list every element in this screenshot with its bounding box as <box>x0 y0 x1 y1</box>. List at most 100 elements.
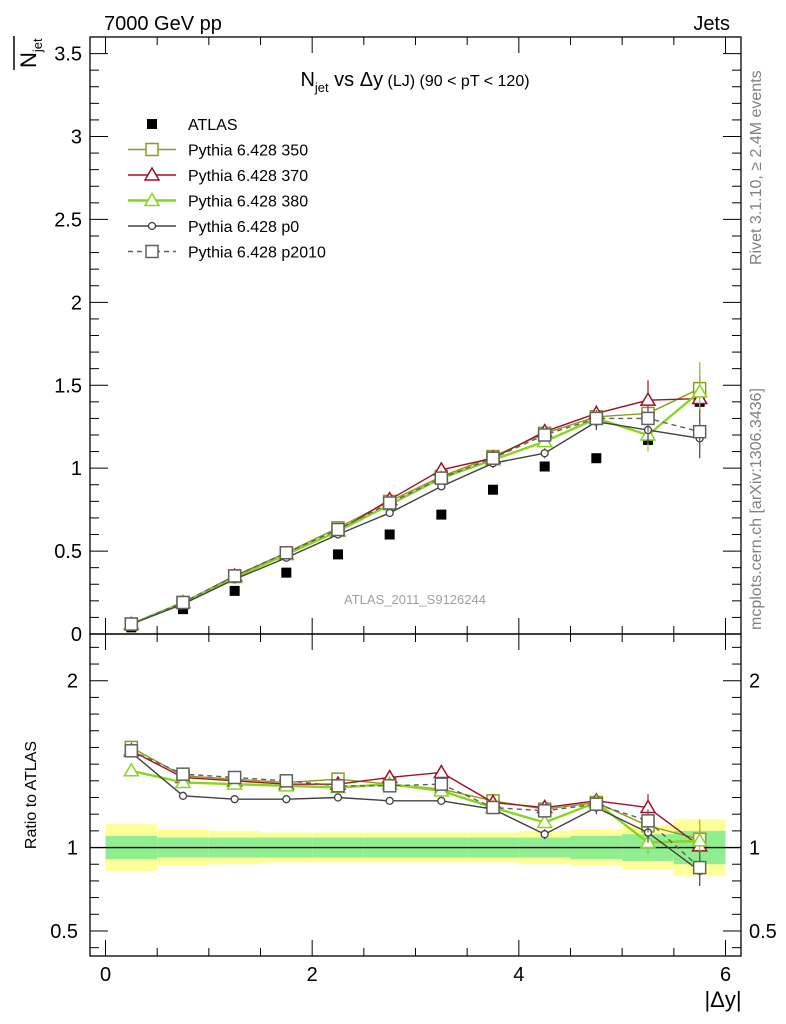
legend-label-p2010: Pythia 6.428 p2010 <box>188 245 326 262</box>
ratio-point-p2010-9 <box>589 797 604 811</box>
main-point-p2010-6 <box>434 471 449 485</box>
legend-entry-p2010: Pythia 6.428 p2010 <box>128 245 326 262</box>
header-left-label: 7000 GeV pp <box>104 13 222 35</box>
ratio-point-p2010-7 <box>486 800 500 815</box>
main-point-p2010-4 <box>331 522 345 537</box>
ratio-frame <box>89 633 742 957</box>
analysis-watermark: ATLAS_2011_S9126244 <box>344 592 486 607</box>
ratio-line-p350 <box>130 746 700 840</box>
main-series-p380 <box>123 362 708 630</box>
ratio-point-p0-4 <box>333 793 343 802</box>
legend-entry-atlas: ATLAS <box>147 117 238 134</box>
ratio-xtick-label: 4 <box>513 964 524 986</box>
ratio-point-p0-2 <box>230 795 239 804</box>
ratio-ylabel: Ratio to ATLAS <box>23 741 40 849</box>
ratio-point-p2010-10 <box>641 814 655 828</box>
main-plot-title: Njet vs Δy (LJ) (90 < pT < 120) <box>300 69 529 95</box>
title-main: N <box>300 69 314 91</box>
main-point-atlas-9 <box>591 453 602 464</box>
main-point-atlas-4 <box>333 549 343 560</box>
main-point-p2010-8 <box>537 428 552 442</box>
ylabel-main-text: N <box>16 52 41 68</box>
ratio-ytick-label-left: 1 <box>67 838 78 860</box>
main-point-p2010-7 <box>486 451 500 465</box>
ylabel-main: Njet <box>16 38 45 68</box>
ratio-point-p380-1 <box>174 773 192 789</box>
main-point-p2010-9 <box>589 411 604 426</box>
ratio-ytick-label-right: 2 <box>749 671 760 693</box>
ratio-ytick-label-right: 0.5 <box>749 921 777 943</box>
title-subscript: jet <box>314 80 329 95</box>
ratio-plot-series <box>90 740 741 886</box>
title-rest: vs Δy <box>329 69 383 91</box>
main-ytick-label: 0.5 <box>54 541 82 563</box>
ratio-point-p0-8 <box>540 830 549 839</box>
main-point-atlas-3 <box>281 567 292 578</box>
ratio-xtick-label: 2 <box>307 964 318 986</box>
ratio-point-p0-1 <box>178 791 188 800</box>
main-ytick-label: 2.5 <box>54 209 82 231</box>
ratio-point-p0-6 <box>437 796 446 805</box>
legend-marker-atlas <box>147 119 157 129</box>
main-ytick-label: 2 <box>71 292 82 314</box>
main-point-p2010-3 <box>279 545 294 560</box>
main-line-p370 <box>131 397 700 625</box>
legend-marker-p350 <box>145 142 159 157</box>
main-point-p370-10 <box>639 391 657 406</box>
ratio-xtick-label: 6 <box>720 964 731 986</box>
ratio-series-p0 <box>127 747 704 886</box>
main-point-atlas-2 <box>229 585 240 596</box>
title-cut: (90 < pT < 120) <box>415 73 529 90</box>
main-point-atlas-7 <box>488 484 498 495</box>
ratio-series-p2010 <box>124 744 707 885</box>
legend-label-p380: Pythia 6.428 380 <box>188 194 308 211</box>
legend-marker-p2010 <box>145 244 159 259</box>
main-line-p0 <box>131 421 700 625</box>
main-point-p2010-0 <box>124 617 139 631</box>
ratio-line-p380 <box>131 769 700 844</box>
legend-entry-p370: Pythia 6.428 370 <box>128 166 308 185</box>
title-small: (LJ) <box>383 73 415 90</box>
ratio-point-p2010-1 <box>176 767 190 781</box>
ratio-point-p2010-6 <box>434 777 449 791</box>
legend-marker-p380 <box>143 192 161 207</box>
main-point-p0-8 <box>540 449 549 458</box>
main-point-p0-5 <box>385 508 394 518</box>
ratio-point-p370-6 <box>433 763 450 779</box>
ratio-point-p2010-11 <box>692 860 707 875</box>
legend-label-p370: Pythia 6.428 370 <box>188 168 308 185</box>
ratio-ytick-label-left: 2 <box>67 671 78 693</box>
main-plot-series <box>123 362 708 633</box>
main-point-atlas-8 <box>539 461 550 472</box>
ratio-point-p2010-3 <box>279 774 294 788</box>
legend-entry-p350: Pythia 6.428 350 <box>128 143 308 160</box>
rivet-version-label: Rivet 3.1.10, ≥ 2.4M events <box>748 70 765 265</box>
mcplots-label: mcplots.cern.ch [arXiv:1306.3436] <box>748 388 765 630</box>
ratio-point-p2010-8 <box>537 804 552 818</box>
main-point-p2010-10 <box>641 411 655 426</box>
ratio-point-p2010-4 <box>331 779 345 793</box>
ratio-ytick-label-right: 1 <box>749 838 760 860</box>
main-series-p2010 <box>124 405 707 631</box>
header-right-label: Jets <box>693 13 730 35</box>
main-point-p2010-2 <box>227 569 242 583</box>
axes: 0 2 4 6 0 0.5 1 1.5 2 2.5 3 3.5 0.5 0.5 1 1 2 2 <box>50 36 777 986</box>
legend-label-atlas: ATLAS <box>188 117 238 134</box>
ratio-point-p2010-5 <box>382 779 397 793</box>
main-ytick-label: 3 <box>71 127 82 149</box>
main-ytick-label: 0 <box>71 624 82 646</box>
ratio-point-p0-3 <box>282 795 291 804</box>
ratio-point-p0-5 <box>385 796 394 805</box>
main-point-atlas-5 <box>384 529 395 540</box>
legend-entry-p0: Pythia 6.428 p0 <box>128 219 299 236</box>
ylabel-main-subscript: jet <box>30 38 45 53</box>
legend-marker-p0 <box>147 221 157 231</box>
main-point-atlas-6 <box>436 509 447 520</box>
ratio-line-p2010 <box>131 750 701 869</box>
main-line-p2010 <box>131 417 700 625</box>
ratio-point-p380-8 <box>536 814 553 829</box>
ratio-point-p380-0 <box>123 762 140 777</box>
legend-entry-p380: Pythia 6.428 380 <box>128 192 308 211</box>
ratio-line-p370 <box>131 750 701 847</box>
